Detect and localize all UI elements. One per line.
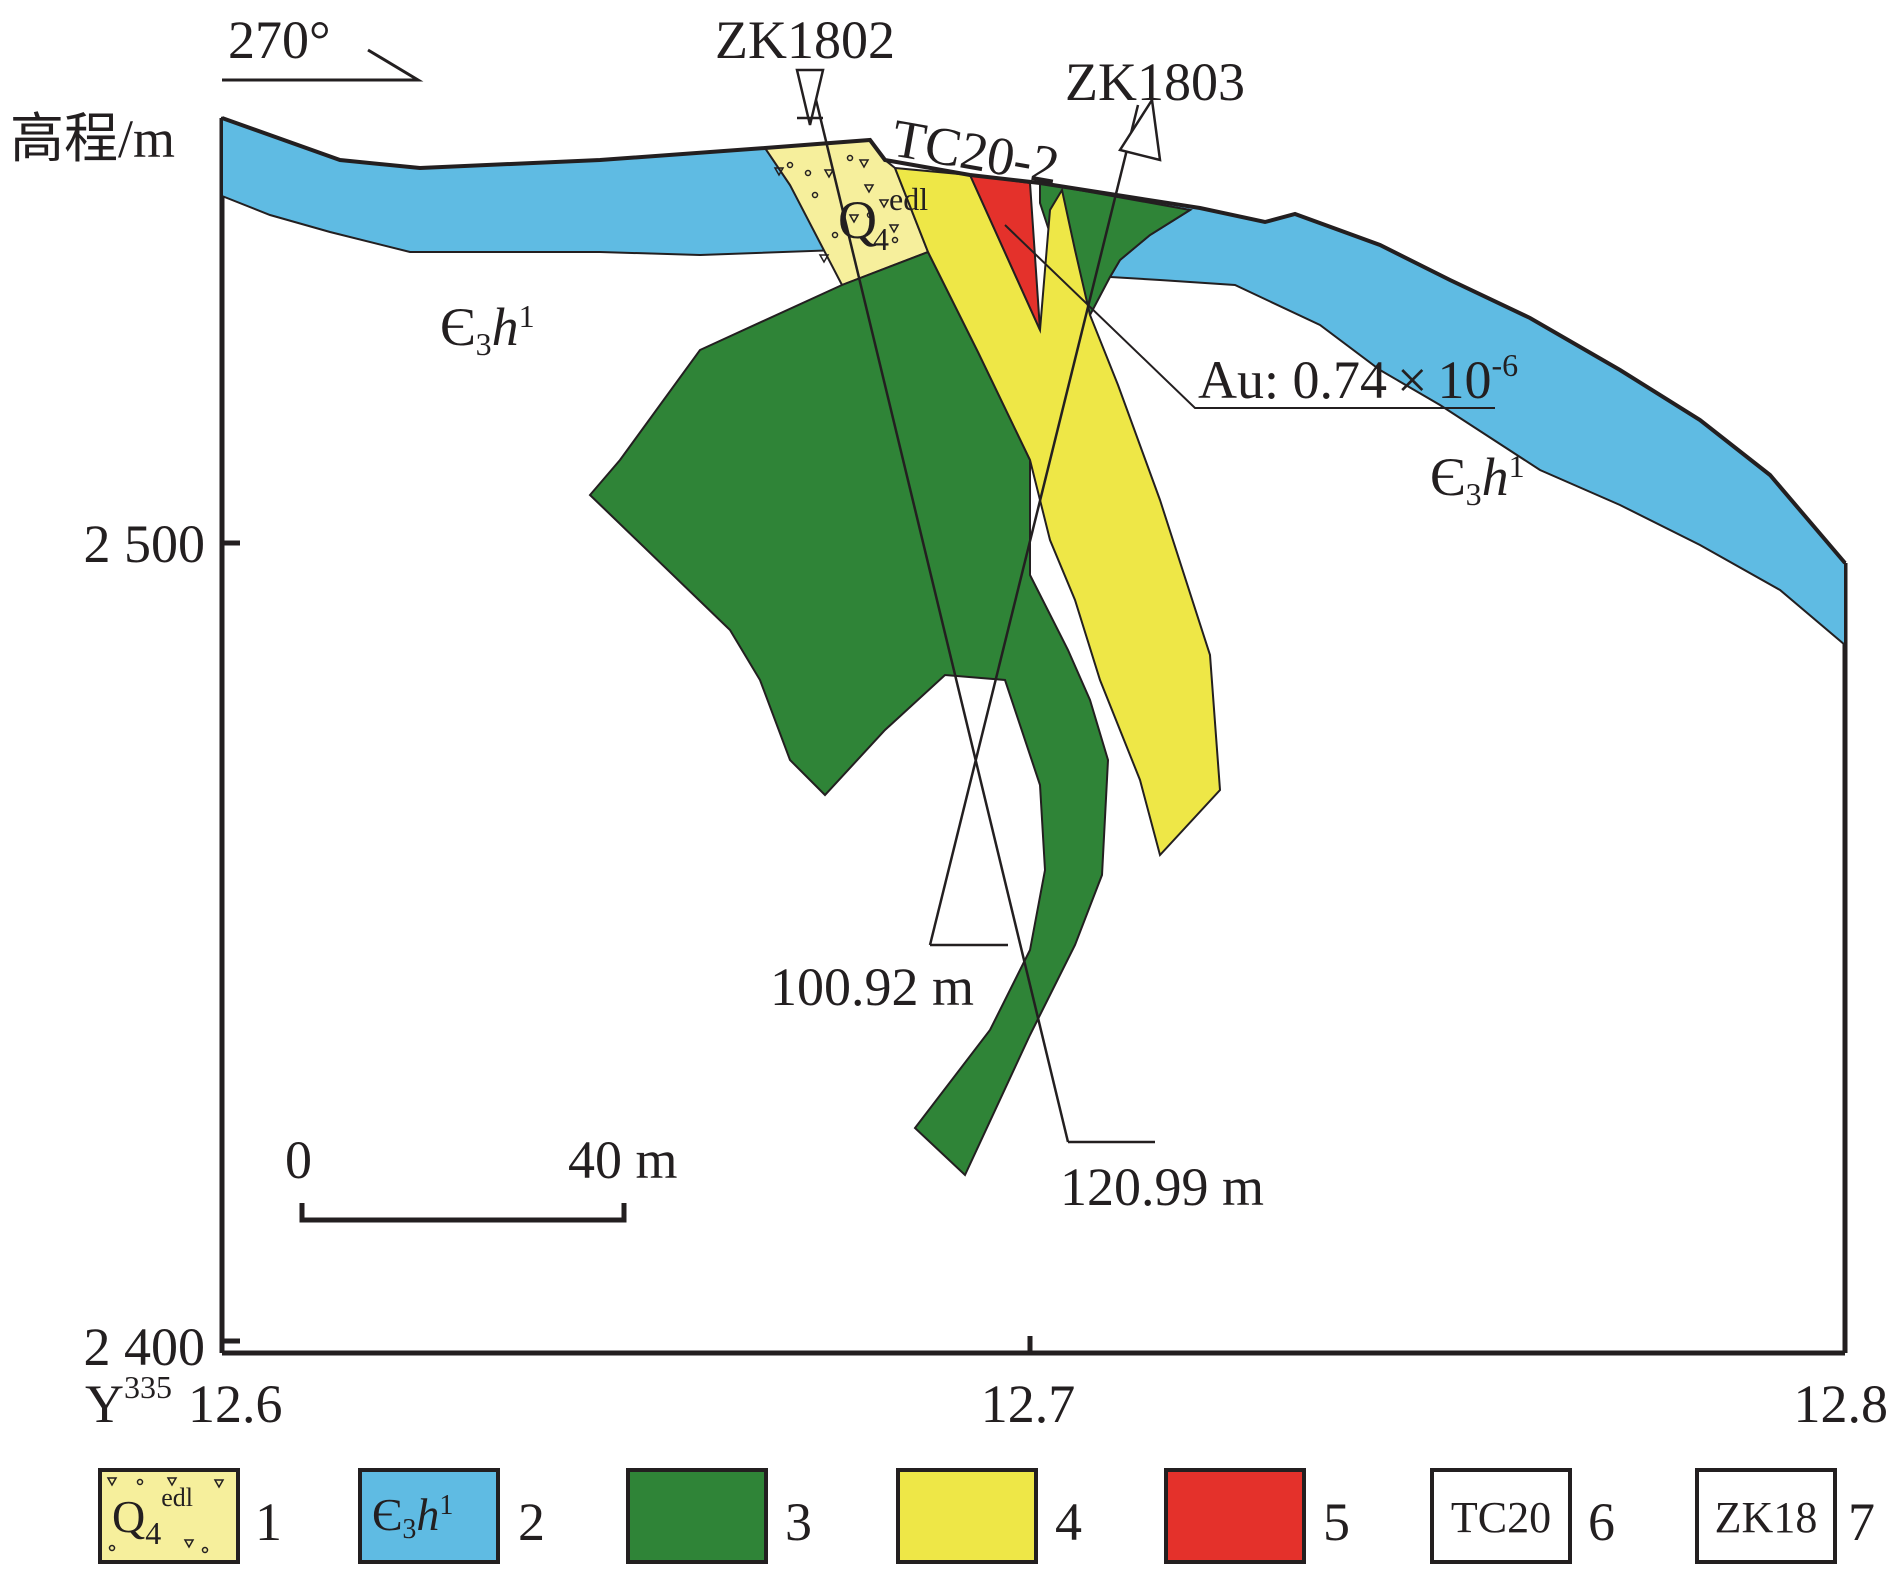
scale-bar-end: 40 m	[568, 1130, 678, 1190]
legend-item-6: TC20 6	[1430, 1468, 1615, 1564]
section-frame	[219, 118, 1848, 1356]
sample-leader-line	[1004, 224, 1495, 409]
orientation-label: 270°	[228, 10, 331, 70]
legend-label-6: TC20	[1451, 1493, 1551, 1542]
drillhole-zk1802-trace	[795, 68, 1155, 1144]
legend-item-4: 4	[896, 1468, 1082, 1564]
green-body-main	[588, 250, 1110, 1177]
topographic-surface	[221, 116, 1847, 565]
drillhole-zk1802-depth: 120.99 m	[1060, 1157, 1264, 1217]
x-tick-label-12-6: 12.6	[188, 1374, 283, 1434]
cambrian-layer-left	[221, 116, 842, 257]
legend-item-2: Є3h1 2	[358, 1468, 545, 1564]
gold-assay-label: Au: 0.74 × 10-6	[1198, 347, 1518, 410]
legend-item-7: ZK18 7	[1695, 1468, 1875, 1564]
drillhole-zk1803-depth: 100.92 m	[770, 957, 974, 1017]
legend-number-5: 5	[1323, 1492, 1350, 1552]
legend-swatch-1-pattern	[106, 1477, 225, 1554]
legend-item-1: Q4edl 1	[98, 1468, 282, 1564]
scale-bar: 0 40 m	[285, 1130, 678, 1223]
legend-number-1: 1	[255, 1492, 282, 1552]
legend-swatch-4	[896, 1468, 1038, 1564]
x-axis-prefix: Y335	[85, 1369, 172, 1434]
legend-swatch-2	[358, 1468, 500, 1564]
legend-number-3: 3	[785, 1492, 812, 1552]
y-tick-label-2400: 2 400	[84, 1317, 206, 1377]
legend-swatch-5	[1164, 1468, 1306, 1564]
y-axis-label: 高程/m	[10, 109, 175, 169]
legend: Q4edl 1 Є3h1 2 3 4 5 TC20 6	[98, 1468, 1875, 1564]
quaternary-unit-label: Q4edl	[838, 181, 928, 257]
drillhole-zk1802-label: ZK1802	[715, 10, 895, 70]
cambrian-unit-label-right: Є3h1	[1430, 447, 1525, 512]
legend-label-2: Є3h1	[372, 1489, 453, 1545]
legend-number-4: 4	[1055, 1492, 1082, 1552]
quaternary-pattern	[773, 154, 900, 264]
legend-number-2: 2	[518, 1492, 545, 1552]
cambrian-unit-label-left: Є3h1	[440, 297, 535, 362]
scale-bar-start: 0	[285, 1130, 312, 1190]
x-tick-label-12-8: 12.8	[1794, 1374, 1889, 1434]
drillhole-zk1803-label: ZK1803	[1065, 52, 1245, 112]
legend-item-5: 5	[1164, 1468, 1350, 1564]
legend-number-6: 6	[1588, 1492, 1615, 1552]
legend-label-1: Q4edl	[112, 1483, 193, 1551]
legend-swatch-3	[626, 1468, 768, 1564]
legend-item-3: 3	[626, 1468, 812, 1564]
orientation-arrow: 270°	[222, 10, 424, 82]
legend-label-7: ZK18	[1715, 1493, 1818, 1542]
drillhole-zk1803-trace	[928, 96, 1162, 947]
legend-number-7: 7	[1848, 1492, 1875, 1552]
legend-swatch-7	[1695, 1468, 1837, 1564]
yellow-vein	[893, 166, 1222, 858]
y-tick-label-2500: 2 500	[84, 514, 206, 574]
legend-swatch-1	[98, 1468, 240, 1564]
legend-swatch-6	[1430, 1468, 1572, 1564]
x-tick-label-12-7: 12.7	[981, 1374, 1076, 1434]
